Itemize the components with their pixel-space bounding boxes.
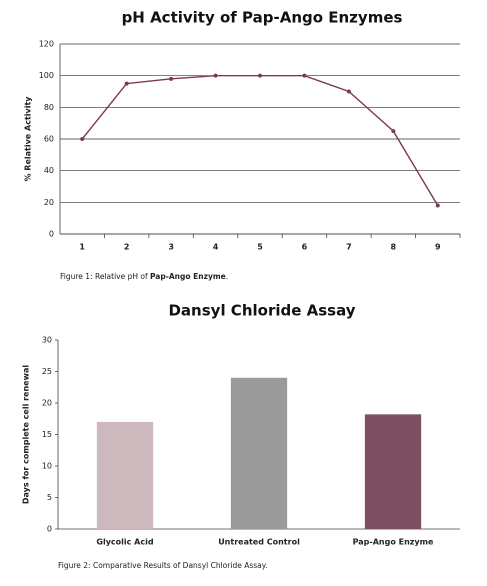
- y-tick-label: 120: [39, 40, 54, 49]
- y-tick-label: 40: [44, 166, 54, 175]
- y-tick-label: 15: [42, 430, 52, 439]
- y-tick-label: 0: [47, 525, 52, 534]
- y-axis-label: Days for complete cell renewal: [22, 365, 31, 504]
- caption-text: Figure 2: Comparative Results of Dansyl …: [58, 561, 268, 570]
- x-tick-label: Pap-Ango Enzyme: [353, 538, 434, 547]
- y-tick-label: 20: [44, 198, 54, 207]
- point: [213, 73, 218, 78]
- y-tick-label: 100: [39, 71, 54, 80]
- x-tick-label: 2: [124, 243, 130, 252]
- caption: Figure 1: Relative pH of Pap-Ango Enzyme…: [60, 272, 228, 281]
- point: [302, 73, 307, 78]
- line: [81, 74, 439, 206]
- x-tick-label: 9: [435, 243, 441, 252]
- x-tick-label: 8: [391, 243, 397, 252]
- chart-title: pH Activity of Pap-Ango Enzymes: [122, 9, 403, 27]
- x-tick-label: 1: [79, 243, 85, 252]
- y-tick-label: 0: [49, 230, 54, 239]
- point: [346, 89, 351, 94]
- bar: [96, 421, 154, 529]
- caption-end: .: [226, 272, 228, 281]
- x-tick-label: Glycolic Acid: [96, 538, 153, 547]
- y-tick-label: 5: [47, 493, 52, 502]
- bar: [230, 377, 288, 529]
- x-tick-label: 3: [168, 243, 174, 252]
- y-tick-label: 20: [42, 399, 52, 408]
- y-tick-label: 80: [44, 103, 54, 112]
- point: [124, 81, 129, 86]
- x-tick-label: Untreated Control: [218, 538, 300, 547]
- x-tick-label: 6: [302, 243, 308, 252]
- caption-bold: Pap-Ango Enzyme: [150, 272, 226, 281]
- point: [169, 76, 174, 81]
- x-tick-label: 5: [257, 243, 263, 252]
- point: [80, 137, 85, 141]
- chart-title: Dansyl Chloride Assay: [168, 302, 355, 320]
- point: [435, 203, 440, 208]
- y-tick-label: 60: [44, 135, 54, 144]
- caption-text: Figure 1: Relative pH of: [60, 272, 150, 281]
- y-tick-label: 30: [42, 336, 52, 345]
- x-tick-label: 4: [213, 243, 219, 252]
- point: [258, 73, 262, 78]
- y-tick-label: 10: [42, 462, 52, 471]
- bar: [364, 414, 422, 529]
- point: [391, 129, 396, 134]
- y-axis-label: % Relative Activity: [24, 96, 33, 182]
- y-tick-label: 25: [42, 367, 52, 376]
- x-tick-label: 7: [346, 243, 352, 252]
- caption: Figure 2: Comparative Results of Dansyl …: [58, 561, 268, 570]
